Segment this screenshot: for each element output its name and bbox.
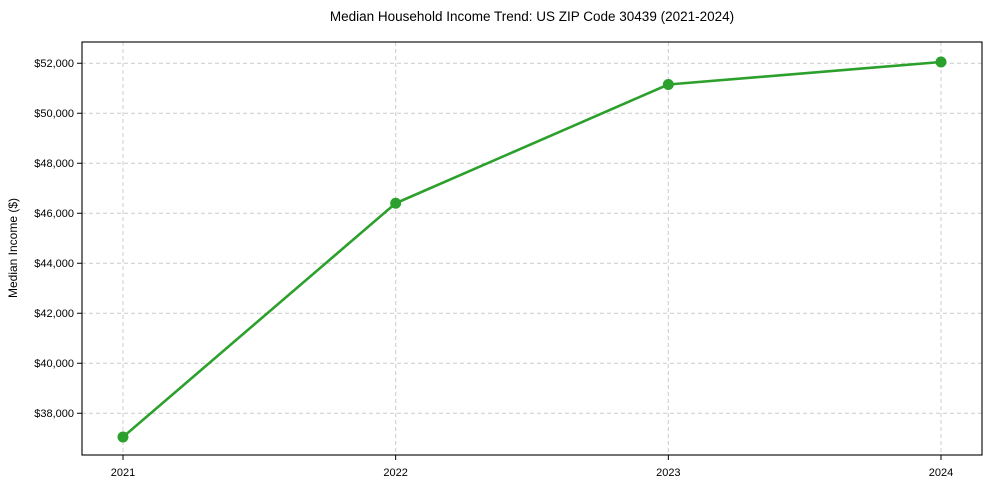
y-tick-label: $52,000 <box>34 58 74 70</box>
y-tick-label: $48,000 <box>34 158 74 170</box>
y-tick-labels: $38,000 $40,000 $42,000 $44,000 $46,000 $48,0… <box>34 58 74 420</box>
axis-ticks <box>77 62 942 460</box>
x-tick-labels: 2021 2022 2023 2024 <box>111 467 953 479</box>
x-tick-label: 2023 <box>656 467 680 479</box>
gridlines <box>82 42 982 455</box>
y-tick-label: $50,000 <box>34 108 74 120</box>
data-point-marker <box>662 79 674 90</box>
data-series <box>117 56 947 443</box>
trend-line <box>121 60 943 439</box>
plot-border <box>81 41 983 456</box>
data-point-marker <box>935 56 947 68</box>
y-tick-label: $44,000 <box>34 258 74 270</box>
x-tick-label: 2024 <box>929 467 953 479</box>
data-point-marker <box>390 197 402 209</box>
y-tick-label: $46,000 <box>34 208 74 220</box>
y-tick-label: $40,000 <box>34 358 74 370</box>
y-tick-label: $38,000 <box>34 408 74 420</box>
data-point-marker <box>117 431 129 443</box>
y-axis-label: Median Income ($) <box>6 198 20 298</box>
chart-title: Median Household Income Trend: US ZIP Co… <box>330 9 734 24</box>
x-tick-label: 2022 <box>383 467 407 479</box>
y-tick-label: $42,000 <box>34 308 74 320</box>
x-tick-label: 2021 <box>111 467 135 479</box>
